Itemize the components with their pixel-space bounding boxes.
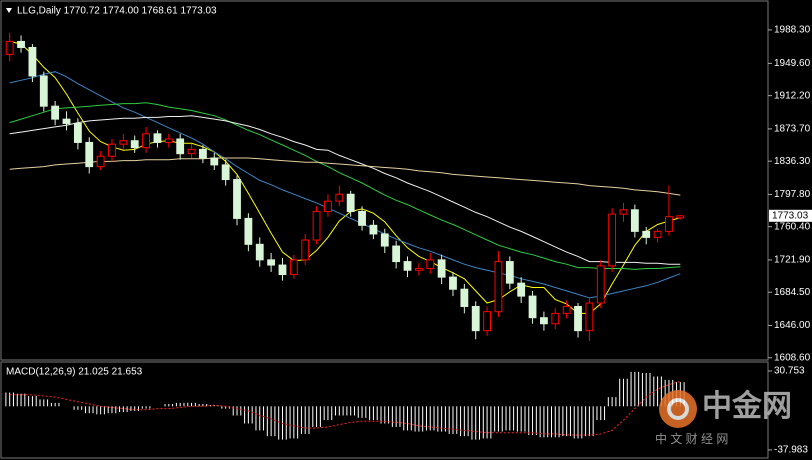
last-price-box: [769, 209, 812, 222]
macd-signal: [9, 380, 681, 436]
candle-body: [619, 209, 628, 215]
candle-body: [278, 264, 287, 276]
candle-body: [289, 259, 298, 276]
candle-body: [267, 259, 276, 266]
watermark-brand: 中金网: [702, 389, 792, 423]
candle-body: [392, 245, 401, 263]
candle-body: [221, 164, 230, 181]
candle-body: [312, 211, 321, 241]
candle-body: [414, 267, 423, 271]
candle-body: [51, 105, 60, 120]
y-tick-label: 1684.50: [774, 287, 811, 298]
y-tick-label: 1873.70: [774, 124, 811, 135]
candle-body: [244, 217, 253, 245]
main-frame: [0, 0, 769, 361]
y-tick-label: 1646.00: [774, 320, 811, 331]
last-price-label: 1773.03: [772, 210, 809, 221]
candle-body: [210, 157, 219, 166]
candle-body: [255, 243, 264, 261]
y-tick-label: 1836.30: [774, 156, 811, 167]
candle-body: [517, 282, 526, 297]
candle-body: [17, 40, 25, 48]
candle-body: [85, 141, 94, 168]
y-tick-label: 1760.40: [774, 221, 811, 232]
candle-body: [5, 40, 14, 55]
candle-body: [346, 193, 355, 213]
candle-body: [608, 213, 617, 267]
macd-frame: [0, 361, 769, 459]
moving-average: [9, 102, 681, 270]
macd-title: MACD(12,26,9) 21.025 21.653: [6, 367, 143, 378]
candle-body: [642, 230, 651, 238]
candle-body: [108, 143, 116, 157]
candle-body: [369, 224, 378, 235]
watermark: 中金网 中 文 财 经 网: [655, 389, 792, 446]
candle-body: [653, 230, 662, 238]
moving-average: [9, 115, 681, 265]
candle-body: [358, 211, 366, 226]
candle-body: [142, 133, 150, 149]
candle-body: [187, 148, 196, 155]
candle-body: [449, 276, 457, 290]
candle-body: [665, 216, 673, 232]
candle-body: [176, 138, 185, 155]
moving-average: [9, 157, 681, 196]
candle-body: [426, 259, 435, 269]
candle-body: [471, 305, 480, 332]
candle-body: [73, 122, 82, 143]
candle-body: [199, 148, 207, 159]
candle-body: [630, 209, 639, 232]
macd-tick-label: -37.983: [774, 445, 808, 456]
candle-body: [483, 311, 491, 332]
candle-body: [39, 75, 48, 107]
candle-body: [460, 288, 469, 307]
y-tick-label: 1797.80: [774, 189, 811, 200]
y-tick-label: 1721.90: [774, 255, 811, 266]
candle-body: [505, 261, 514, 284]
candle-body: [324, 200, 332, 213]
candle-body: [596, 265, 605, 304]
logo: [659, 390, 697, 428]
candle-body: [574, 305, 582, 332]
watermark-tagline: 中 文 财 经 网: [655, 431, 728, 446]
candle-body: [164, 138, 173, 143]
candle-body: [528, 295, 537, 319]
candle-body: [62, 118, 71, 124]
candle-body: [119, 140, 128, 145]
candle-body: [437, 259, 446, 278]
logo-mark: [667, 398, 689, 420]
y-tick-label: 1949.60: [774, 58, 811, 69]
y-tick-label: 1912.20: [774, 90, 811, 101]
candle-body: [380, 233, 389, 247]
candle-body: [551, 312, 560, 325]
candle-body: [540, 317, 548, 325]
candle-body: [28, 46, 37, 77]
candle-body: [335, 193, 344, 202]
macd-tick-label: 30.753: [774, 366, 805, 377]
candle-body: [233, 179, 241, 219]
candle-body: [494, 261, 503, 313]
y-tick-label: 1988.30: [774, 25, 811, 36]
y-tick-label: 1608.60: [774, 352, 811, 363]
candle-body: [301, 239, 310, 261]
candle-body: [676, 215, 685, 219]
menu-triangle: [6, 8, 12, 13]
candle-body: [130, 140, 139, 149]
moving-average: [9, 71, 681, 299]
candle-body: [403, 261, 412, 271]
candle-body: [562, 305, 571, 314]
candle-body: [153, 133, 162, 143]
candle-body: [96, 155, 105, 168]
candle-body: [585, 302, 594, 332]
chart-title: LLG,Daily 1770.72 1774.00 1768.61 1773.0…: [17, 6, 217, 17]
